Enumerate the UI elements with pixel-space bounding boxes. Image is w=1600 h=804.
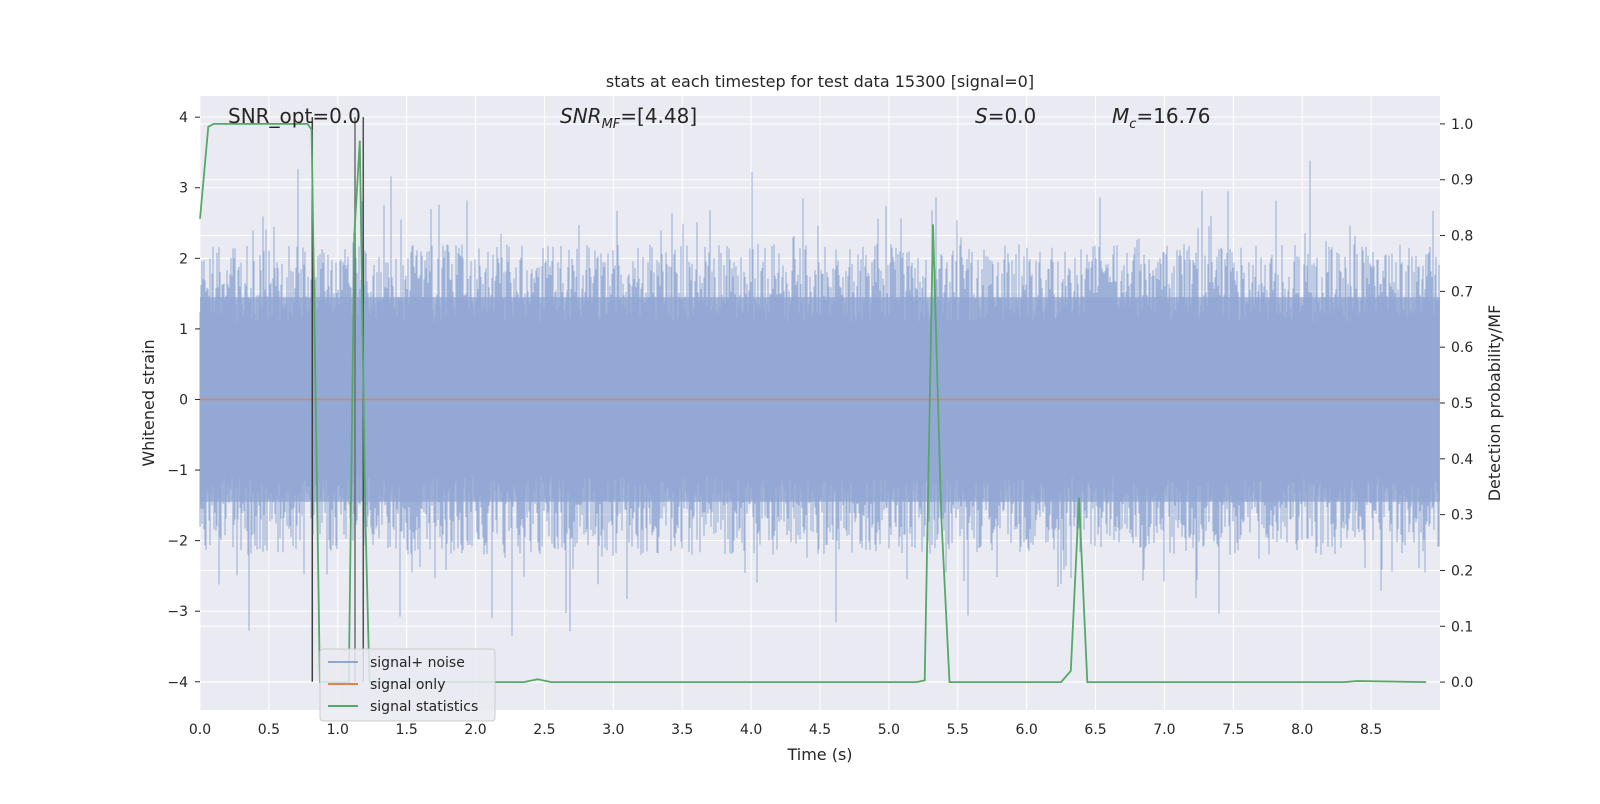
x-tick-label: 0.0 [189,722,211,738]
s-post: =0.0 [988,104,1037,128]
noise-trace [199,160,1440,637]
y-left-tick-label: 4 [179,110,188,126]
y-right-tick-label: 0.1 [1451,619,1473,635]
x-tick-label: 2.0 [464,722,486,738]
x-tick-label: 6.5 [1084,722,1106,738]
x-tick-labels: 0.0 0.5 1.0 1.5 2.0 2.5 3.0 3.5 4.0 4.5 5.0 5.5 6.0 6… [189,722,1382,738]
legend-box [319,648,496,722]
mc-post: =16.76 [1136,104,1210,128]
y-left-tick-label: −1 [167,463,188,479]
x-tick-label: 6.0 [1016,722,1038,738]
x-tick-label: 5.5 [947,722,969,738]
snr-mf-pre: SNR [560,104,602,128]
y-left-tick-label: −2 [167,534,188,550]
y-left-tick-label: 0 [179,392,188,408]
x-tick-label: 1.5 [396,722,418,738]
y-left-tick-label: 1 [179,322,188,338]
legend-label-signal-statistics: signal statistics [370,699,478,715]
x-tick-label: 2.5 [533,722,555,738]
y-right-tick-label: 1.0 [1451,117,1473,133]
y-right-tick-label: 0.6 [1451,340,1473,356]
x-tick-label: 0.5 [258,722,280,738]
y-right-tick-label: 0.7 [1451,284,1473,300]
y-right-tick-label: 0.0 [1451,675,1473,691]
x-axis-label: Time (s) [786,745,852,764]
y-right-tick-label: 0.3 [1451,508,1473,524]
s-pre: S [975,104,988,128]
x-tick-label: 4.0 [740,722,762,738]
legend-label-signal-only: signal only [370,677,445,693]
legend-label-signal-noise: signal+ noise [370,655,465,671]
y-left-tick-label: −4 [167,675,188,691]
y-right-tick-labels: 0.0 0.1 0.2 0.3 0.4 0.5 0.6 0.7 0.8 0.9 1.0 [1440,117,1473,691]
y-left-tick-labels: −4 −3 −2 −1 0 1 2 3 4 [167,110,200,691]
y-right-tick-label: 0.8 [1451,229,1473,245]
x-tick-label: 1.0 [327,722,349,738]
annotation-s: S=0.0 [975,104,1036,128]
annotation-mc: Mc=16.76 [1112,104,1210,132]
legend: signal+ noise signal only signal statist… [319,648,496,722]
y-left-axis-label: Whitened strain [139,339,158,466]
y-left-tick-label: −3 [167,604,188,620]
chart-title: stats at each timestep for test data 153… [606,72,1034,91]
x-tick-label: 5.0 [878,722,900,738]
x-tick-label: 3.0 [602,722,624,738]
x-tick-label: 8.0 [1291,722,1313,738]
x-tick-label: 8.5 [1360,722,1382,738]
y-left-tick-label: 3 [179,181,188,197]
snr-mf-sub: MF [602,117,621,132]
y-right-tick-label: 0.9 [1451,173,1473,189]
y-right-tick-label: 0.4 [1451,452,1473,468]
annotation-snr-mf: SNRMF=[4.48] [560,104,697,132]
x-tick-label: 3.5 [671,722,693,738]
snr-mf-post: =[4.48] [620,104,697,128]
mc-sub: c [1129,117,1136,132]
annotation-snr-opt: SNR_opt=0.0 [228,104,361,128]
x-tick-label: 4.5 [809,722,831,738]
x-tick-label: 7.0 [1153,722,1175,738]
x-tick-label: 7.5 [1222,722,1244,738]
y-left-tick-label: 2 [179,251,188,267]
mc-pre: M [1112,104,1129,128]
y-right-axis-label: Detection probability/MF [1485,305,1504,502]
y-right-tick-label: 0.2 [1451,563,1473,579]
y-right-tick-label: 0.5 [1451,396,1473,412]
